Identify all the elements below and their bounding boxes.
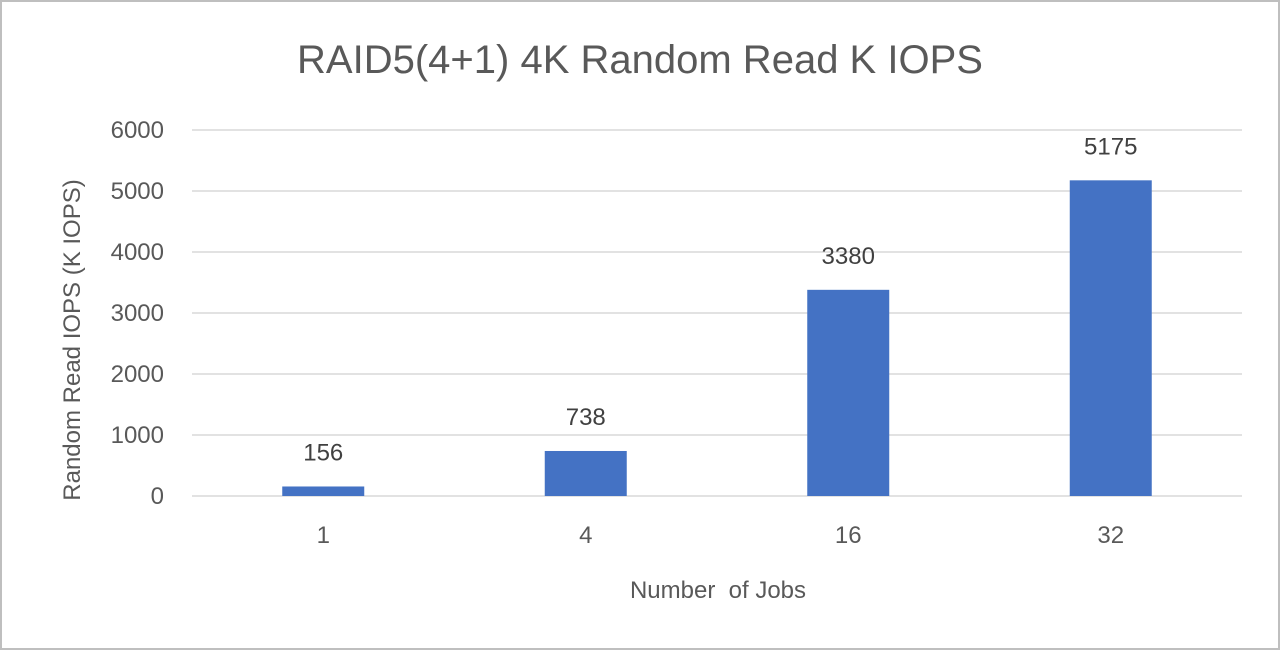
x-tick-label: 16: [835, 522, 862, 549]
x-axis-ticks: 1 4 16 32: [317, 522, 1125, 549]
data-label: 738: [566, 404, 606, 431]
data-label: 156: [303, 439, 343, 466]
data-label: 3380: [822, 243, 875, 270]
y-tick-label: 6000: [111, 117, 164, 144]
data-label: 5175: [1084, 133, 1137, 160]
y-axis-ticks: 0 1000 2000 3000 4000 5000 6000: [111, 117, 164, 510]
y-tick-label: 3000: [111, 300, 164, 327]
x-tick-label: 4: [579, 522, 592, 549]
bars: [282, 180, 1152, 496]
data-labels: 156 738 3380 5175: [303, 133, 1137, 466]
y-tick-label: 2000: [111, 361, 164, 388]
bar: [1069, 180, 1152, 496]
x-tick-label: 32: [1097, 522, 1124, 549]
y-tick-label: 1000: [111, 422, 164, 449]
x-tick-label: 1: [317, 522, 330, 549]
chart-title: RAID5(4+1) 4K Random Read K IOPS: [297, 38, 983, 82]
y-tick-label: 0: [151, 483, 164, 510]
bar: [544, 450, 627, 496]
y-tick-label: 5000: [111, 178, 164, 205]
gridlines: [192, 129, 1242, 497]
bar: [807, 289, 890, 496]
y-axis-label: Random Read IOPS (K IOPS): [59, 179, 86, 500]
y-tick-label: 4000: [111, 239, 164, 266]
bar: [282, 486, 365, 496]
x-axis-label: Number of Jobs: [630, 577, 806, 604]
